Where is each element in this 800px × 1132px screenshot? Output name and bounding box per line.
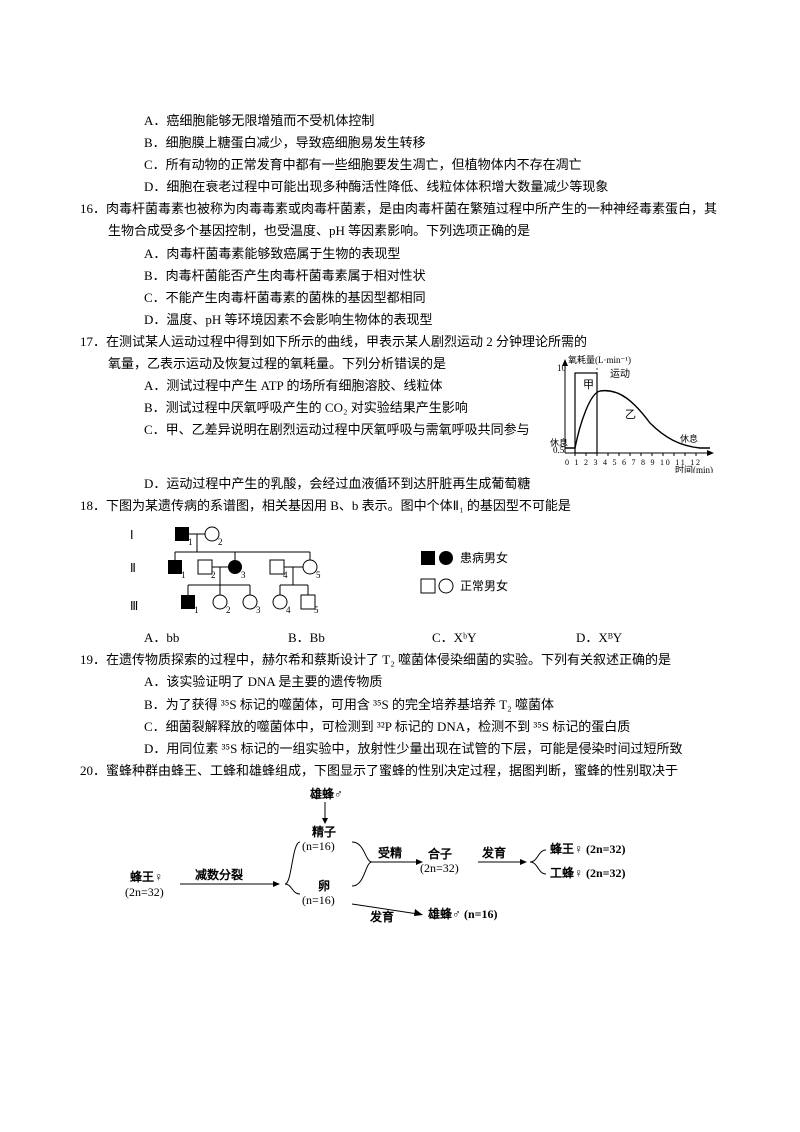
gen-1-label: Ⅰ — [130, 528, 134, 542]
q17-stem-line2: 氧量，乙表示运动及恢复过程的氧耗量。下列分析错误的是 — [80, 353, 542, 375]
q19-option-b: B．为了获得 ³⁵S 标记的噬菌体，可用含 ³⁵S 的完全培养基培养 T₂ 噬菌… — [108, 694, 720, 716]
bee-dev1: 发育 — [481, 845, 506, 860]
q18-option-c: C．XᵇY — [432, 627, 576, 649]
legend-filled: 患病男女 — [460, 548, 508, 568]
svg-text:3: 3 — [241, 570, 246, 580]
q16-stem-text: 肉毒杆菌毒素也被称为肉毒毒素或肉毒杆菌素，是由肉毒杆菌在繁殖过程中所产生的一种神… — [106, 201, 717, 238]
q15-option-a: A．癌细胞能够无限增殖而不受机体控制 — [108, 110, 720, 132]
q17-option-a: A．测试过程中产生 ATP 的场所有细胞溶胶、线粒体 — [108, 375, 542, 397]
svg-text:4: 4 — [286, 605, 291, 615]
bee-meiosis: 减数分裂 — [195, 867, 243, 882]
bee-fert: 受精 — [378, 845, 402, 860]
svg-text:5: 5 — [314, 605, 319, 615]
q18-options: A．bb B．Bb C．XᵇY D．XᴮY — [80, 627, 720, 649]
q18-option-a: A．bb — [144, 627, 288, 649]
q16-option-a: A．肉毒杆菌毒素能够致癌属于生物的表现型 — [108, 243, 720, 265]
q17-stem1-text: 在测试某人运动过程中得到如下所示的曲线，甲表示某人剧烈运动 2 分钟理论所需的 — [106, 334, 587, 349]
bee-queen-left: 蜂王♀ — [130, 869, 163, 884]
q17-option-c: C．甲、乙差异说明在剧烈运动过程中厌氧呼吸与需氧呼吸共同参与 — [108, 419, 542, 441]
q17-number: 17． — [80, 334, 106, 349]
q15-option-d: D．细胞在衰老过程中可能出现多种酶活性降低、线粒体体积增大数量减少等现象 — [108, 176, 720, 198]
q20-stem: 20．蜜蜂种群由蜂王、工蜂和雄蜂组成，下图显示了蜜蜂的性别决定过程，据图判断，蜜… — [80, 760, 720, 782]
chart-ylabel: 氧耗量(L·min⁻¹) — [568, 354, 631, 365]
bee-egg-n: (n=16) — [302, 893, 335, 907]
chart-yundong: 运动 — [610, 368, 630, 380]
q19-option-d: D．用同位素 ³⁵S 标记的一组实验中，放射性少量出现在试管的下层，可能是侵染时… — [108, 738, 720, 760]
bee-queen-left-n: (2n=32) — [125, 885, 164, 899]
q19-stem: 19．在遗传物质探索的过程中，赫尔希和蔡斯设计了 T₂ 噬菌体侵染细菌的实验。下… — [80, 649, 720, 671]
svg-text:1: 1 — [194, 605, 199, 615]
chart-ytop: 10 — [557, 363, 567, 373]
chart-jia: 甲 — [583, 379, 594, 391]
bee-worker: 工蜂♀ (2n=32) — [550, 865, 626, 880]
q15-option-c: C．所有动物的正常发育中都有一些细胞要发生凋亡，但植物体内不存在凋亡 — [108, 154, 720, 176]
q17-chart: 氧耗量(L·min⁻¹) 10 0.5 运动 甲 乙 休息 休息 0 1 2 3… — [550, 353, 720, 473]
q18-stem-text: 下图为某遗传病的系谱图，相关基因用 B、b 表示。图中个体Ⅱ₁ 的基因型不可能是 — [106, 498, 571, 513]
q20-number: 20． — [80, 763, 106, 778]
q17-option-b: B．测试过程中厌氧呼吸产生的 CO₂ 对实验结果产生影响 — [108, 397, 542, 419]
chart-xlabel: 时间(min) — [675, 464, 713, 473]
bee-zygote-n: (2n=32) — [420, 861, 459, 875]
q19-option-c: C．细菌裂解释放的噬菌体中，可检测到 ³²P 标记的 DNA，检测不到 ³⁵S … — [108, 716, 720, 738]
q20-stem-text: 蜜蜂种群由蜂王、工蜂和雄蜂组成，下图显示了蜜蜂的性别决定过程，据图判断，蜜蜂的性… — [106, 763, 678, 778]
bee-dev2: 发育 — [369, 909, 394, 924]
bee-zygote: 合子 — [428, 846, 452, 861]
q16-stem: 16．肉毒杆菌毒素也被称为肉毒毒素或肉毒杆菌素，是由肉毒杆菌在繁殖过程中所产生的… — [80, 198, 720, 242]
bee-sperm: 精子 — [312, 824, 336, 839]
svg-text:4: 4 — [283, 570, 288, 580]
legend-empty: 正常男女 — [460, 576, 508, 596]
q18-number: 18． — [80, 498, 106, 513]
svg-text:2: 2 — [218, 537, 223, 547]
q18-option-b: B．Bb — [288, 627, 432, 649]
q16-option-c: C．不能产生肉毒杆菌毒素的菌株的基因型都相同 — [108, 287, 720, 309]
gen-2-label: Ⅱ — [130, 561, 136, 575]
svg-text:2: 2 — [211, 570, 216, 580]
svg-text:2: 2 — [226, 605, 231, 615]
bee-queen-r: 蜂王♀ (2n=32) — [550, 841, 626, 856]
chart-yi: 乙 — [625, 408, 636, 421]
q15-option-b: B．细胞膜上糖蛋白减少，导致癌细胞易发生转移 — [108, 132, 720, 154]
q16-number: 16． — [80, 201, 106, 216]
pedigree-legend: 患病男女 正常男女 — [420, 548, 508, 597]
svg-text:3: 3 — [256, 605, 261, 615]
bee-sperm-n: (n=16) — [302, 839, 335, 853]
q16-option-d: D．温度、pH 等环境因素不会影响生物体的表现型 — [108, 309, 720, 331]
chart-xiuxi-r: 休息 — [680, 433, 698, 444]
chart-xiuxi-l: 休息 — [550, 437, 568, 448]
q18-stem: 18．下图为某遗传病的系谱图，相关基因用 B、b 表示。图中个体Ⅱ₁ 的基因型不… — [80, 495, 720, 517]
bee-drone-r: 雄蜂♂ (n=16) — [427, 906, 498, 921]
q19-number: 19． — [80, 652, 106, 667]
q18-option-d: D．XᴮY — [576, 627, 720, 649]
svg-text:1: 1 — [188, 537, 193, 547]
bee-drone-top: 雄蜂♂ — [309, 786, 343, 801]
svg-text:5: 5 — [316, 570, 321, 580]
q19-stem-text: 在遗传物质探索的过程中，赫尔希和蔡斯设计了 T₂ 噬菌体侵染细菌的实验。下列有关… — [106, 652, 671, 667]
q17-option-d: D．运动过程中产生的乳酸，会经过血液循环到达肝脏再生成葡萄糖 — [108, 473, 720, 495]
gen-3-label: Ⅲ — [130, 599, 138, 613]
svg-text:1: 1 — [181, 570, 186, 580]
bee-egg: 卵 — [318, 878, 330, 893]
q19-option-a: A．该实验证明了 DNA 是主要的遗传物质 — [108, 671, 720, 693]
pedigree-diagram: Ⅰ Ⅱ Ⅲ 1 2 1 2 3 — [130, 517, 380, 627]
q16-option-b: B．肉毒杆菌能否产生肉毒杆菌毒素属于相对性状 — [108, 265, 720, 287]
bee-diagram: 雄蜂♂ 精子 (n=16) 蜂王♀ (2n=32) 减数分裂 卵 (n=16) — [80, 782, 720, 933]
q17-stem-line1: 17．在测试某人运动过程中得到如下所示的曲线，甲表示某人剧烈运动 2 分钟理论所… — [80, 331, 720, 353]
